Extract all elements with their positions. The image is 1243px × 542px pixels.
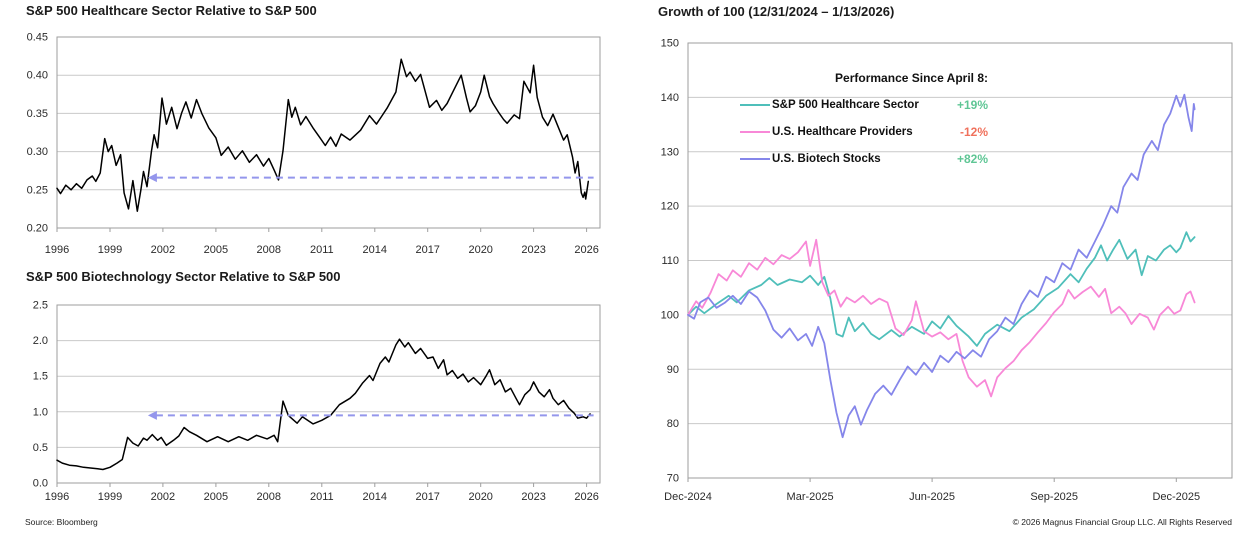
y-tick-label: 90	[667, 364, 679, 376]
legend-item-label: U.S. Biotech Stocks	[772, 153, 881, 165]
legend-line-swatch	[740, 104, 770, 106]
copyright-note: © 2026 Magnus Financial Group LLC. All R…	[1012, 517, 1232, 527]
x-tick-label: 1996	[45, 244, 69, 256]
source-note: Source: Bloomberg	[25, 517, 98, 527]
legend-rows: S&P 500 Healthcare Sector +19% U.S. Health…	[740, 97, 988, 167]
x-tick-label: 2011	[310, 244, 334, 256]
y-tick-label: 140	[661, 92, 679, 104]
y-tick-label: 120	[661, 201, 679, 213]
y-tick-label: 2.0	[33, 335, 48, 347]
y-tick-label: 0.20	[27, 223, 48, 235]
series-healthcare-relative-ratio	[56, 58, 590, 212]
chart1-title: S&P 500 Healthcare Sector Relative to S&…	[26, 3, 317, 18]
chart3-growth-of-100-plot: 150 140 130 120 110 100 90 80 70 Dec-2024 Mar-2025…	[661, 38, 1233, 503]
y-tick-label: 0.25	[27, 184, 48, 196]
legend-item-label: U.S. Healthcare Providers	[772, 126, 913, 138]
x-tick-label: 2002	[151, 491, 175, 503]
chart3-title: Growth of 100 (12/31/2024 – 1/13/2026)	[658, 4, 895, 19]
legend-item: U.S. Biotech Stocks +82%	[740, 151, 988, 167]
x-tick-label: 1999	[98, 491, 122, 503]
left-arrowhead	[147, 173, 157, 183]
legend-line-swatch	[740, 131, 770, 133]
plot-border	[687, 42, 1233, 479]
y-tick-label: 1.5	[33, 371, 48, 383]
series-biotechnology-relative-ratio	[56, 338, 591, 471]
legend-item: S&P 500 Healthcare Sector +19%	[740, 97, 988, 113]
x-tick-label: 1999	[98, 244, 122, 256]
y-tick-label: 130	[661, 146, 679, 158]
x-tick-label: 2014	[363, 491, 387, 503]
x-tick-label: 1996	[45, 491, 69, 503]
x-tick-label: Dec-2025	[1152, 491, 1200, 503]
y-tick-label: 0.40	[27, 70, 48, 82]
legend-item-performance: -12%	[959, 125, 988, 139]
y-tick-label: 70	[667, 473, 679, 485]
series-s-p-500-healthcare-sector	[687, 231, 1196, 347]
x-tick-label: Jun-2025	[909, 491, 955, 503]
y-tick-label: 100	[661, 309, 679, 321]
x-tick-label: 2020	[468, 491, 492, 503]
x-tick-label: Mar-2025	[787, 491, 834, 503]
x-tick-label: 2005	[204, 244, 228, 256]
legend-item-performance: +82%	[956, 152, 988, 166]
y-tick-label: 0.35	[27, 108, 48, 120]
legend-header: Performance Since April 8:	[835, 71, 988, 85]
legend: Performance Since April 8: S&P 500 Healt…	[740, 70, 988, 167]
legend-item-label: S&P 500 Healthcare Sector	[772, 99, 919, 111]
x-tick-label: 2011	[310, 491, 334, 503]
left-arrowhead	[147, 410, 157, 420]
x-tick-label: 2017	[415, 244, 439, 256]
series-u-s-biotech-stocks	[687, 93, 1196, 439]
chart2-title: S&P 500 Biotechnology Sector Relative to…	[26, 269, 341, 284]
y-tick-label: 0.0	[33, 478, 48, 490]
y-tick-label: 150	[661, 38, 679, 50]
x-tick-label: 2023	[521, 491, 545, 503]
chart1-healthcare-relative-plot: 0.45 0.40 0.35 0.30 0.25 0.20 1996 1999 2002 2005…	[27, 32, 601, 256]
y-tick-label: 0.30	[27, 146, 48, 158]
x-tick-label: 2002	[151, 244, 175, 256]
x-tick-label: 2014	[363, 244, 387, 256]
series-u-s-healthcare-providers	[687, 238, 1196, 398]
plot-border	[56, 304, 601, 484]
x-tick-label: Sep-2025	[1030, 491, 1078, 503]
y-tick-label: 0.5	[33, 442, 48, 454]
x-tick-label: 2026	[574, 244, 598, 256]
x-tick-label: 2008	[257, 244, 281, 256]
x-tick-label: 2023	[521, 244, 545, 256]
x-tick-label: 2005	[204, 491, 228, 503]
plot-border	[56, 36, 601, 229]
legend-item-performance: +19%	[956, 98, 988, 112]
x-tick-label: Dec-2024	[664, 491, 712, 503]
y-tick-label: 1.0	[33, 406, 48, 418]
y-tick-label: 0.45	[27, 32, 48, 44]
legend-line-swatch	[740, 158, 770, 160]
y-tick-label: 80	[667, 418, 679, 430]
x-tick-label: 2020	[468, 244, 492, 256]
x-tick-label: 2026	[574, 491, 598, 503]
x-tick-label: 2008	[257, 491, 281, 503]
legend-item: U.S. Healthcare Providers -12%	[740, 124, 988, 140]
y-tick-label: 2.5	[33, 300, 48, 312]
y-tick-label: 110	[661, 255, 679, 267]
x-tick-label: 2017	[415, 491, 439, 503]
